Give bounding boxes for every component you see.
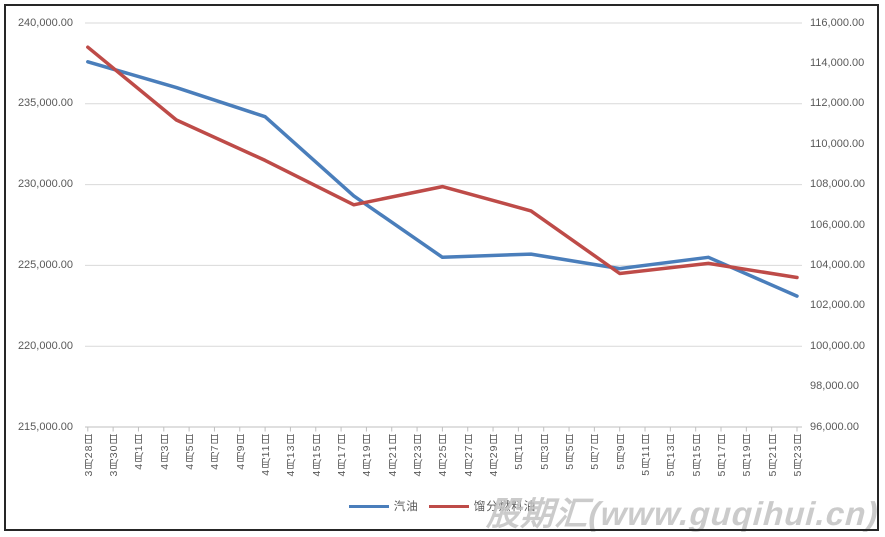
y-tick-label-right: 112,000.00 [810,97,865,110]
y-tick-label-right: 106,000.00 [810,218,866,231]
y-tick-label-right: 104,000.00 [810,258,866,271]
x-tick-label: 5月17日 [716,433,728,477]
x-tick-label: 4月15日 [310,433,323,477]
watermark-text: 股期汇(www.guqihui.cn) [485,495,881,532]
y-tick-label-right: 96,000.00 [810,420,859,433]
x-tick-label: 4月21日 [386,433,399,477]
y-tick-label-left: 230,000.00 [17,178,73,191]
x-tick-label: 4月27日 [462,433,475,477]
x-tick-label: 4月7日 [209,433,222,470]
y-tick-label-right: 98,000.00 [810,380,859,393]
legend-label-distillate: 馏分燃料油 [473,501,537,513]
y-tick-label-right: 116,000.00 [810,16,865,29]
y-tick-label-left: 225,000.00 [17,258,73,271]
legend-label-gasoline: 汽油 [393,501,419,513]
x-tick-label: 4月17日 [336,433,349,477]
legend: 汽油 馏分燃料油 [0,498,885,514]
series-line-gasoline [86,60,799,298]
x-tick-label: 5月9日 [614,433,627,470]
x-tick-label: 5月13日 [665,433,678,477]
legend-line-swatch-gasoline [348,504,389,508]
x-tick-label: 5月5日 [564,433,577,470]
x-tick-label: 4月19日 [361,433,374,477]
x-tick-label: 5月15日 [690,433,703,477]
series-line-distillate [86,45,799,280]
x-tick-label: 5月19日 [741,433,754,477]
x-tick-label: 5月1日 [513,433,526,470]
x-tick-label: 4月5日 [184,433,197,470]
x-tick-label: 5月3日 [538,433,551,470]
x-tick-label: 4月25日 [437,433,450,477]
x-tick-label: 4月1日 [133,433,146,470]
x-tick-label: 3月28日 [82,433,95,477]
legend-item-gasoline: 汽油 [348,498,419,514]
legend-item-distillate: 馏分燃料油 [428,498,537,514]
x-tick-label: 3月30日 [108,433,121,477]
x-tick-label: 4月29日 [488,433,501,477]
x-tick-label: 4月23日 [412,433,425,477]
x-tick-label: 4月13日 [285,433,298,477]
legend-line-swatch-distillate [428,504,469,508]
y-tick-label-right: 114,000.00 [810,56,865,69]
y-tick-label-left: 220,000.00 [17,339,73,352]
y-tick-label-right: 100,000.00 [810,339,866,352]
x-tick-label: 5月21日 [766,433,779,477]
x-tick-label: 5月7日 [589,433,602,470]
x-tick-label: 4月9日 [234,433,247,470]
y-tick-label-right: 110,000.00 [810,137,865,150]
y-tick-label-left: 240,000.00 [17,16,73,29]
x-tick-label: 5月11日 [640,433,653,476]
y-tick-label-right: 102,000.00 [810,299,866,312]
y-tick-label-left: 235,000.00 [17,97,73,110]
x-tick-label: 4月11日 [260,433,273,476]
y-tick-label-left: 215,000.00 [17,420,73,433]
x-tick-label: 4月3日 [158,433,171,470]
x-tick-label: 5月23日 [792,433,804,477]
y-tick-label-right: 108,000.00 [810,178,866,191]
